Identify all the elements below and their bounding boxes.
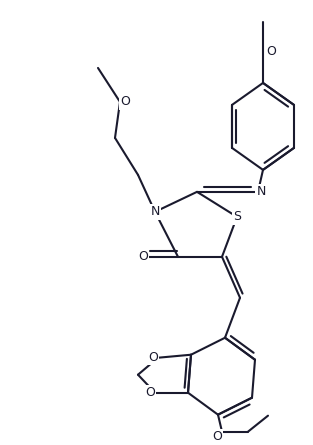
Text: O: O	[120, 95, 130, 109]
Text: O: O	[266, 45, 276, 58]
Text: S: S	[233, 210, 241, 223]
Text: N: N	[150, 205, 160, 218]
Text: N: N	[256, 186, 266, 198]
Text: O: O	[148, 351, 158, 364]
Text: O: O	[212, 430, 222, 443]
Text: O: O	[145, 386, 155, 399]
Text: O: O	[138, 250, 148, 263]
